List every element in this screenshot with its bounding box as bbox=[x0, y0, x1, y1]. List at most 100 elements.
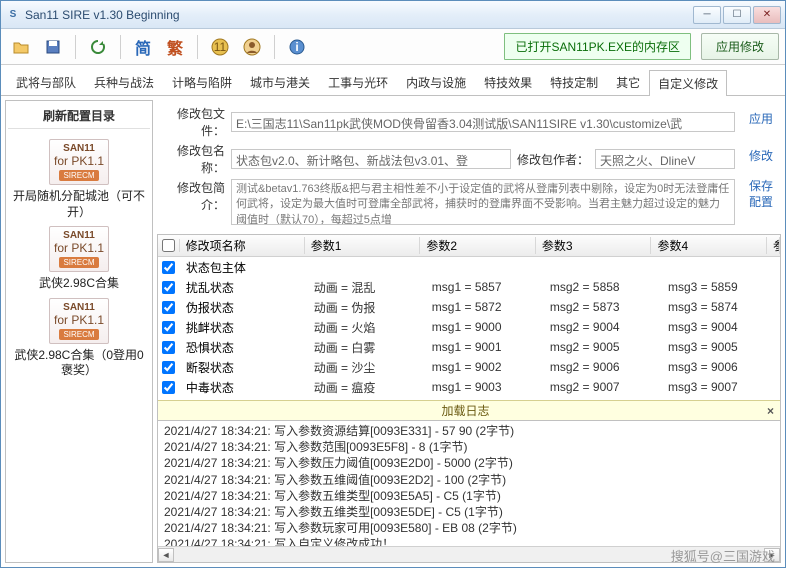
cell-param: msg2 = 5858 bbox=[544, 280, 662, 294]
header-checkbox[interactable] bbox=[158, 239, 180, 252]
row-checkbox[interactable] bbox=[158, 341, 180, 354]
log-line: 2021/4/27 18:34:21: 写入参数五维类型[0093E5DE] -… bbox=[164, 504, 774, 520]
tab-7[interactable]: 特技定制 bbox=[541, 69, 607, 95]
close-button[interactable]: ✕ bbox=[753, 6, 781, 24]
lang-simp-button[interactable]: 简 bbox=[129, 33, 157, 61]
desc-textarea[interactable]: 测试&betav1.763终版&把与君主相性差不小于设定值的武将从登庸列表中剔除… bbox=[231, 179, 735, 225]
cell-name: 恐惧状态 bbox=[180, 339, 308, 356]
minimize-button[interactable]: ─ bbox=[693, 6, 721, 24]
main-tabs: 武将与部队兵种与战法计略与陷阱城市与港关工事与光环内政与设施特技效果特技定制其它… bbox=[1, 65, 785, 96]
sidebar-item[interactable]: SAN11for PK1.1SIRECM 武侠2.98C合集（0登用0褒奖） bbox=[12, 298, 146, 379]
window-controls: ─ ☐ ✕ bbox=[693, 6, 781, 24]
memory-status: 已打开SAN11PK.EXE的内存区 bbox=[504, 33, 691, 60]
svg-text:i: i bbox=[295, 40, 298, 54]
cell-param: msg2 = 9004 bbox=[544, 320, 662, 334]
cell-param: msg2 = 9005 bbox=[544, 340, 662, 354]
toolbar-separator bbox=[75, 35, 76, 59]
scroll-left-icon[interactable]: ◄ bbox=[158, 548, 174, 562]
table-row[interactable]: 挑衅状态动画 = 火焰msg1 = 9000msg2 = 9004msg3 = … bbox=[158, 317, 780, 337]
form-area: 修改包文件： E:\三国志11\San11pk武侠MOD侠骨留香3.04测试版\… bbox=[157, 100, 781, 230]
col-p5[interactable]: 参数 bbox=[767, 237, 780, 254]
cell-param: msg1 = 9003 bbox=[426, 380, 544, 394]
cell-name: 挑衅状态 bbox=[180, 319, 308, 336]
col-p4[interactable]: 参数4 bbox=[651, 237, 767, 254]
cell-param: msg1 = 9001 bbox=[426, 340, 544, 354]
cell-name: 断裂状态 bbox=[180, 359, 308, 376]
log-line: 2021/4/27 18:34:21: 写入参数五维阈值[0093E2D2] -… bbox=[164, 472, 774, 488]
tab-6[interactable]: 特技效果 bbox=[475, 69, 541, 95]
coin-icon[interactable]: 11 bbox=[206, 33, 234, 61]
col-p3[interactable]: 参数3 bbox=[536, 237, 652, 254]
sidebar: 刷新配置目录 SAN11for PK1.1SIRECM开局随机分配城池（可不开）… bbox=[5, 100, 153, 563]
cell-param: msg2 = 9006 bbox=[544, 360, 662, 374]
open-icon[interactable] bbox=[7, 33, 35, 61]
tab-5[interactable]: 内政与设施 bbox=[397, 69, 475, 95]
col-p2[interactable]: 参数2 bbox=[420, 237, 536, 254]
cell-param: msg3 = 9004 bbox=[662, 320, 780, 334]
tab-9[interactable]: 自定义修改 bbox=[649, 70, 727, 96]
row-checkbox[interactable] bbox=[158, 301, 180, 314]
info-icon[interactable]: i bbox=[283, 33, 311, 61]
body: 刷新配置目录 SAN11for PK1.1SIRECM开局随机分配城池（可不开）… bbox=[1, 96, 785, 567]
tab-4[interactable]: 工事与光环 bbox=[319, 69, 397, 95]
save-icon[interactable] bbox=[39, 33, 67, 61]
table-row[interactable]: 扰乱状态动画 = 混乱msg1 = 5857msg2 = 5858msg3 = … bbox=[158, 277, 780, 297]
apply-changes-button[interactable]: 应用修改 bbox=[701, 33, 779, 60]
apply-link[interactable]: 应用 bbox=[749, 112, 773, 128]
toolbar-separator bbox=[120, 35, 121, 59]
row-checkbox[interactable] bbox=[158, 361, 180, 374]
table-row[interactable]: 状态包主体 bbox=[158, 257, 780, 277]
window-title: San11 SIRE v1.30 Beginning bbox=[25, 8, 693, 22]
cell-name: 扰乱状态 bbox=[180, 279, 308, 296]
table-row[interactable]: 中毒状态动画 = 瘟疫msg1 = 9003msg2 = 9007msg3 = … bbox=[158, 377, 780, 397]
tab-2[interactable]: 计略与陷阱 bbox=[163, 69, 241, 95]
row-checkbox[interactable] bbox=[158, 281, 180, 294]
tab-3[interactable]: 城市与港关 bbox=[241, 69, 319, 95]
lang-trad-button[interactable]: 繁 bbox=[161, 33, 189, 61]
refresh-icon[interactable] bbox=[84, 33, 112, 61]
cell-param: 动画 = 白雾 bbox=[308, 339, 426, 356]
cell-param: 动画 = 瘟疫 bbox=[308, 379, 426, 396]
author-input[interactable]: 天照之火、DlineV bbox=[595, 149, 735, 169]
col-p1[interactable]: 参数1 bbox=[305, 237, 421, 254]
watermark: 搜狐号@三国游戏 bbox=[671, 546, 775, 565]
sidebar-item-label: 武侠2.98C合集（0登用0褒奖） bbox=[12, 348, 146, 379]
sidebar-items: SAN11for PK1.1SIRECM开局随机分配城池（可不开）SAN11fo… bbox=[8, 129, 150, 560]
sidebar-item[interactable]: SAN11for PK1.1SIRECM开局随机分配城池（可不开） bbox=[12, 139, 146, 220]
table-row[interactable]: 恐惧状态动画 = 白雾msg1 = 9001msg2 = 9005msg3 = … bbox=[158, 337, 780, 357]
col-name[interactable]: 修改项名称 bbox=[180, 237, 305, 254]
log-line: 2021/4/27 18:34:21: 写入自定义修改成功！ bbox=[164, 536, 774, 546]
log-output[interactable]: 2021/4/27 18:34:21: 写入参数资源结算[0093E331] -… bbox=[158, 420, 780, 546]
name-input[interactable]: 状态包v2.0、新计略包、新战法包v3.01、登 bbox=[231, 149, 511, 169]
tab-8[interactable]: 其它 bbox=[607, 69, 649, 95]
tab-0[interactable]: 武将与部队 bbox=[7, 69, 85, 95]
file-input[interactable]: E:\三国志11\San11pk武侠MOD侠骨留香3.04测试版\SAN11SI… bbox=[231, 112, 735, 132]
maximize-button[interactable]: ☐ bbox=[723, 6, 751, 24]
log-title: 加载日志 bbox=[164, 402, 767, 419]
log-line: 2021/4/27 18:34:21: 写入参数压力阈值[0093E2D0] -… bbox=[164, 455, 774, 471]
toolbar-separator bbox=[274, 35, 275, 59]
toolbar: 简 繁 11 i 已打开SAN11PK.EXE的内存区 应用修改 bbox=[1, 29, 785, 65]
desc-label: 修改包简介： bbox=[157, 179, 225, 213]
save-config-link[interactable]: 保存 配置 bbox=[749, 179, 773, 210]
avatar-icon[interactable] bbox=[238, 33, 266, 61]
apply-link-2[interactable]: 修改 bbox=[749, 149, 773, 165]
tab-1[interactable]: 兵种与战法 bbox=[85, 69, 163, 95]
cell-name: 状态包主体 bbox=[180, 259, 308, 276]
table-row[interactable]: 断裂状态动画 = 沙尘msg1 = 9002msg2 = 9006msg3 = … bbox=[158, 357, 780, 377]
cell-param: msg1 = 9002 bbox=[426, 360, 544, 374]
sidebar-title[interactable]: 刷新配置目录 bbox=[8, 103, 150, 129]
log-line: 2021/4/27 18:34:21: 写入参数资源结算[0093E331] -… bbox=[164, 423, 774, 439]
package-icon: SAN11for PK1.1SIRECM bbox=[49, 298, 109, 344]
log-close-icon[interactable]: × bbox=[767, 404, 774, 418]
row-checkbox[interactable] bbox=[158, 381, 180, 394]
cell-param: 动画 = 混乱 bbox=[308, 279, 426, 296]
sidebar-item[interactable]: SAN11for PK1.1SIRECM武侠2.98C合集 bbox=[12, 226, 146, 292]
row-checkbox[interactable] bbox=[158, 321, 180, 334]
row-checkbox[interactable] bbox=[158, 261, 180, 274]
table-row[interactable]: 伪报状态动画 = 伪报msg1 = 5872msg2 = 5873msg3 = … bbox=[158, 297, 780, 317]
app-icon: S bbox=[5, 7, 21, 23]
cell-param: msg3 = 9007 bbox=[662, 380, 780, 394]
cell-param: msg1 = 5872 bbox=[426, 300, 544, 314]
package-icon: SAN11for PK1.1SIRECM bbox=[49, 226, 109, 272]
